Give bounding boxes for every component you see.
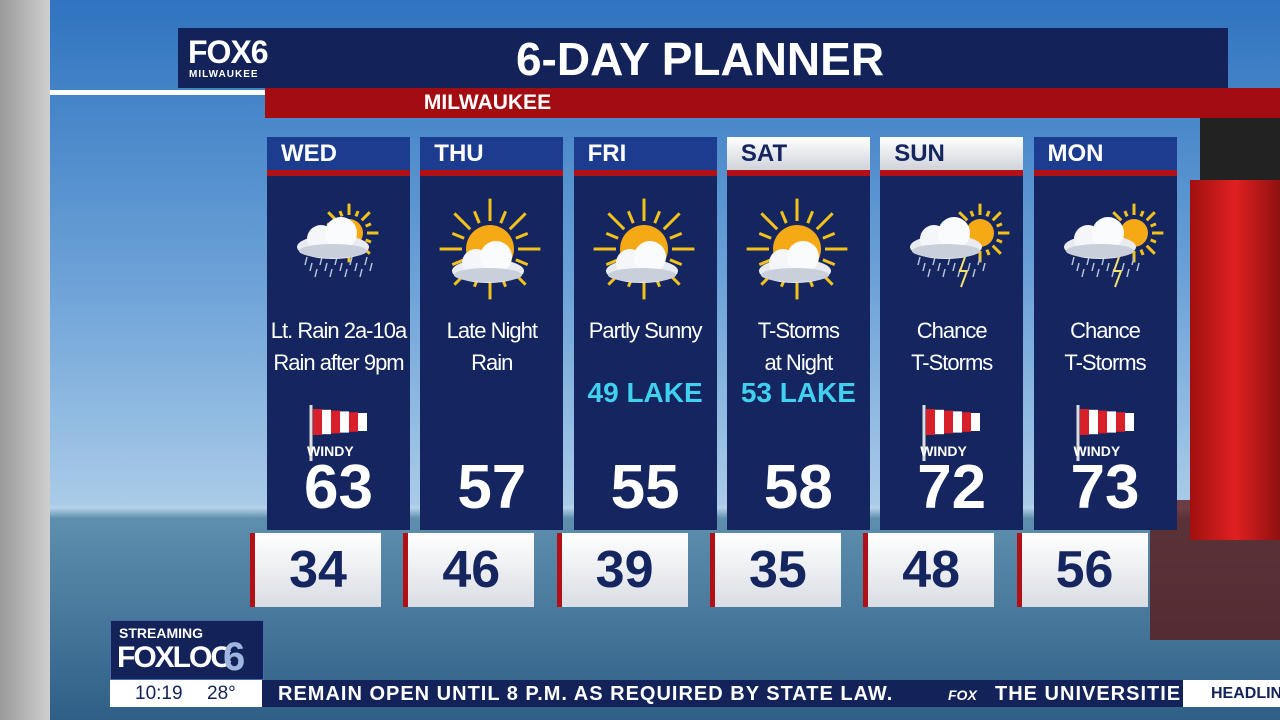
high-temp: 73 (1070, 453, 1140, 522)
condition-text: Rain after 9pm (273, 350, 404, 375)
ticker-time: 10:19 (135, 683, 183, 704)
condition-text: Lt. Rain 2a-10a (270, 318, 407, 343)
condition-text: Partly Sunny (588, 318, 703, 343)
day-name: MON (1033, 137, 1177, 176)
lake-temp: 49 LAKE (587, 377, 703, 408)
weather-icon (439, 198, 541, 300)
day-name: SAT (726, 137, 870, 176)
white-rule (50, 90, 265, 95)
day-name: THU (420, 137, 564, 176)
high-temp: 57 (457, 453, 527, 522)
day-column: THU Late Night Rain 57 (420, 137, 564, 530)
condition-text: T-Storms (911, 350, 993, 375)
wind-label: WINDY (307, 443, 354, 459)
ticker-text: REMAIN OPEN UNTIL 8 P.M. AS REQUIRED BY … (278, 683, 894, 705)
day-column: SUN Chance T-Storms WINDY 72 (880, 137, 1024, 530)
ticker-sep: FOX (948, 687, 977, 703)
weather-icon (746, 198, 848, 300)
bug-number: 6 (223, 635, 246, 679)
bug-brand: FOXLOC (117, 641, 232, 674)
condition-text: Chance (916, 318, 988, 343)
day-column: FRI Partly Sunny 49 LAKE 55 (573, 137, 717, 530)
ticker-next: HEADLIN (1183, 680, 1280, 707)
lighthouse-top (1200, 118, 1280, 180)
low-temp: 56 (1016, 533, 1148, 607)
low-temp: 46 (403, 533, 535, 607)
logo: FOX6 (188, 34, 269, 70)
high-temp: 63 (304, 453, 373, 522)
low-temp: 35 (709, 533, 841, 607)
title-bar (178, 28, 1228, 88)
low-temp: 48 (863, 533, 995, 607)
condition-text: Late Night (446, 318, 538, 343)
low-temp: 34 (250, 533, 381, 607)
condition-text: T-Storms (1064, 350, 1146, 375)
weather-icon (910, 203, 1010, 288)
windsock-icon (922, 405, 981, 461)
ticker-temp: 28° (207, 683, 236, 704)
weather-icon (297, 203, 379, 278)
day-name: SUN (880, 137, 1024, 176)
left-strip (0, 0, 50, 720)
logo-city: MILWAUKEE (189, 69, 259, 80)
day-column: SAT T-Storms at Night 53 LAKE 58 (726, 137, 870, 530)
day-column: MON Chance T-Storms WINDY 73 (1033, 137, 1177, 530)
wind-label: WINDY (920, 443, 967, 459)
condition-text: Rain (471, 350, 513, 375)
day-name: FRI (573, 137, 717, 176)
bug-streaming: STREAMING (119, 625, 203, 641)
windsock-icon (309, 405, 367, 461)
condition-text: T-Storms (757, 318, 840, 343)
windsock-icon (1076, 405, 1134, 461)
weather-icon (593, 198, 694, 300)
high-temp: 58 (763, 453, 833, 522)
condition-text: at Night (764, 350, 833, 375)
ticker-text2: THE UNIVERSITIES (995, 683, 1181, 705)
high-temp: 72 (917, 453, 987, 522)
location-bar: MILWAUKEE (265, 88, 1280, 118)
lighthouse (1190, 180, 1280, 540)
clock-box (110, 680, 262, 707)
day-name: WED (267, 137, 410, 176)
bug: STREAMING FOXLOC 6 (110, 620, 264, 680)
condition-text: Chance (1070, 318, 1141, 343)
title: 6-DAY PLANNER (515, 33, 885, 85)
high-temp: 55 (610, 453, 680, 522)
low-temp: 39 (556, 533, 688, 607)
weather-icon (1063, 203, 1163, 288)
day-column: WED Lt. Rain 2a-10a Rain after 9pm WINDY 63 (267, 137, 410, 530)
wind-label: WINDY (1073, 443, 1121, 459)
lake-temp: 53 LAKE (740, 377, 856, 408)
ticker-bar (110, 680, 1280, 707)
